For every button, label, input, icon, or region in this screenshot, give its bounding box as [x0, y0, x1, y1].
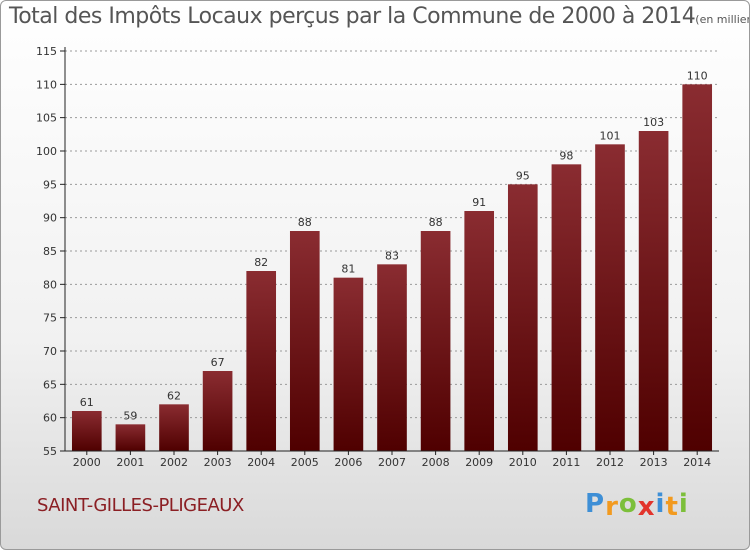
bar-value-label: 82: [254, 256, 268, 269]
y-tick-label: 75: [43, 312, 57, 325]
y-tick-label: 65: [43, 378, 57, 391]
x-tick-label: 2012: [596, 456, 624, 469]
x-tick-label: 2001: [116, 456, 144, 469]
bar-value-label: 91: [472, 196, 486, 209]
y-tick-label: 60: [43, 412, 57, 425]
x-tick-label: 2002: [160, 456, 188, 469]
bar-value-label: 61: [80, 396, 94, 409]
bar: [333, 277, 364, 451]
bar: [420, 231, 451, 451]
chart-title-main: Total des Impôts Locaux perçus par la Co…: [9, 4, 696, 29]
y-tick-label: 110: [36, 78, 57, 91]
logo-letter: t: [665, 492, 679, 522]
chart-title: Total des Impôts Locaux perçus par la Co…: [9, 4, 749, 29]
bar: [595, 144, 625, 452]
x-tick-label: 2000: [73, 456, 101, 469]
bar-value-label: 62: [167, 389, 181, 402]
bar-value-label: 101: [600, 129, 621, 142]
bar: [289, 231, 320, 451]
chart-title-unit: (en milliers d'€): [695, 13, 749, 26]
bar-value-label: 59: [123, 409, 137, 422]
logo-letter: x: [637, 492, 656, 522]
bar: [377, 264, 407, 451]
x-tick-label: 2007: [378, 456, 406, 469]
bar-value-label: 83: [385, 249, 399, 262]
logo-letter: o: [618, 489, 638, 519]
bar-value-label: 81: [341, 263, 355, 276]
logo-letter: i: [678, 489, 689, 519]
bar-value-label: 98: [559, 149, 573, 162]
y-tick-label: 100: [36, 145, 57, 158]
y-tick-label: 80: [43, 278, 57, 291]
bar: [464, 211, 495, 451]
bar: [638, 131, 669, 451]
x-tick-label: 2009: [465, 456, 493, 469]
y-tick-label: 115: [36, 45, 57, 58]
bar: [551, 164, 582, 452]
x-tick-label: 2013: [640, 456, 668, 469]
bar: [115, 424, 146, 451]
bar: [202, 371, 233, 451]
y-tick-label: 70: [43, 345, 57, 358]
logo-letter: P: [585, 489, 606, 519]
y-tick-label: 55: [43, 445, 57, 458]
bar-value-label: 103: [643, 116, 664, 129]
bar: [159, 404, 189, 451]
y-tick-label: 90: [43, 212, 57, 225]
x-tick-label: 2004: [247, 456, 275, 469]
y-tick-label: 85: [43, 245, 57, 258]
y-tick-label: 95: [43, 178, 57, 191]
x-tick-label: 2008: [422, 456, 450, 469]
bar: [246, 271, 277, 451]
logo-letter: i: [655, 489, 666, 519]
y-tick-label: 105: [36, 112, 57, 125]
bar-value-label: 110: [687, 69, 708, 82]
bar: [682, 84, 713, 451]
x-tick-label: 2003: [204, 456, 232, 469]
x-tick-label: 2014: [683, 456, 711, 469]
logo-letter: r: [605, 492, 619, 522]
commune-name: SAINT-GILLES-PLIGEAUX: [37, 495, 244, 516]
bar-value-label: 88: [429, 216, 443, 229]
bar-value-label: 88: [298, 216, 312, 229]
x-tick-label: 2011: [552, 456, 580, 469]
bar-value-label: 95: [516, 169, 530, 182]
bar-value-label: 67: [211, 356, 225, 369]
bar: [71, 411, 102, 451]
x-tick-label: 2006: [334, 456, 362, 469]
proxiti-logo: Proxiti: [585, 489, 689, 522]
x-tick-label: 2005: [291, 456, 319, 469]
x-tick-label: 2010: [509, 456, 537, 469]
bar: [507, 184, 538, 452]
